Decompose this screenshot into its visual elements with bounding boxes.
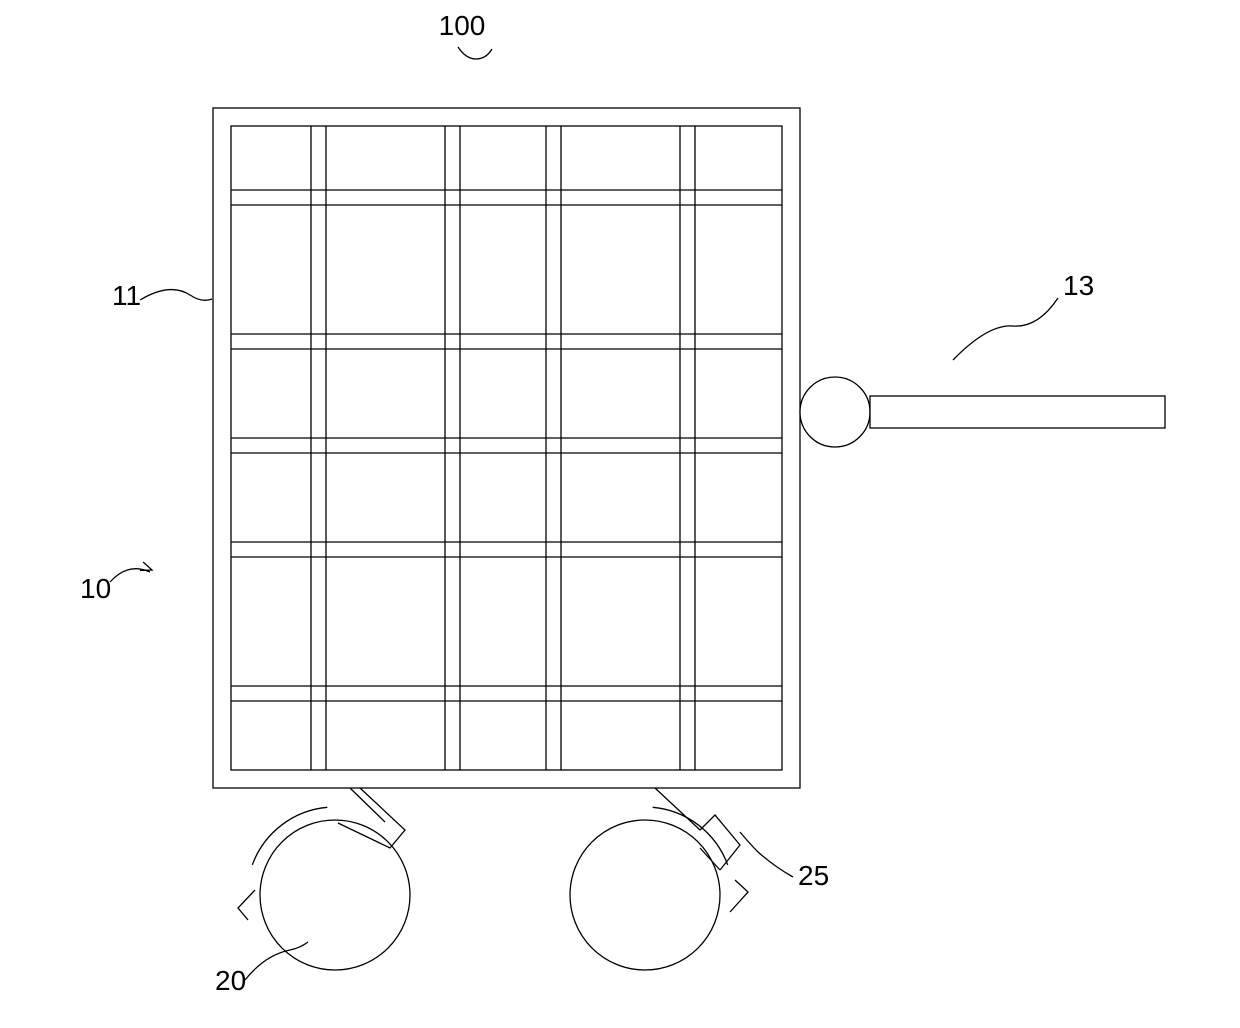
handle: [800, 377, 1165, 447]
leader-lines: [110, 47, 1058, 980]
label-left_upper: 11: [112, 280, 141, 311]
label-left_lower: 10: [80, 573, 111, 604]
wheels: [260, 820, 720, 970]
label-right: 13: [1063, 270, 1094, 301]
label-wheel_right: 25: [798, 860, 829, 891]
label-top: 100: [439, 10, 486, 41]
label-wheel_left: 20: [215, 965, 246, 996]
grid: [231, 126, 782, 770]
